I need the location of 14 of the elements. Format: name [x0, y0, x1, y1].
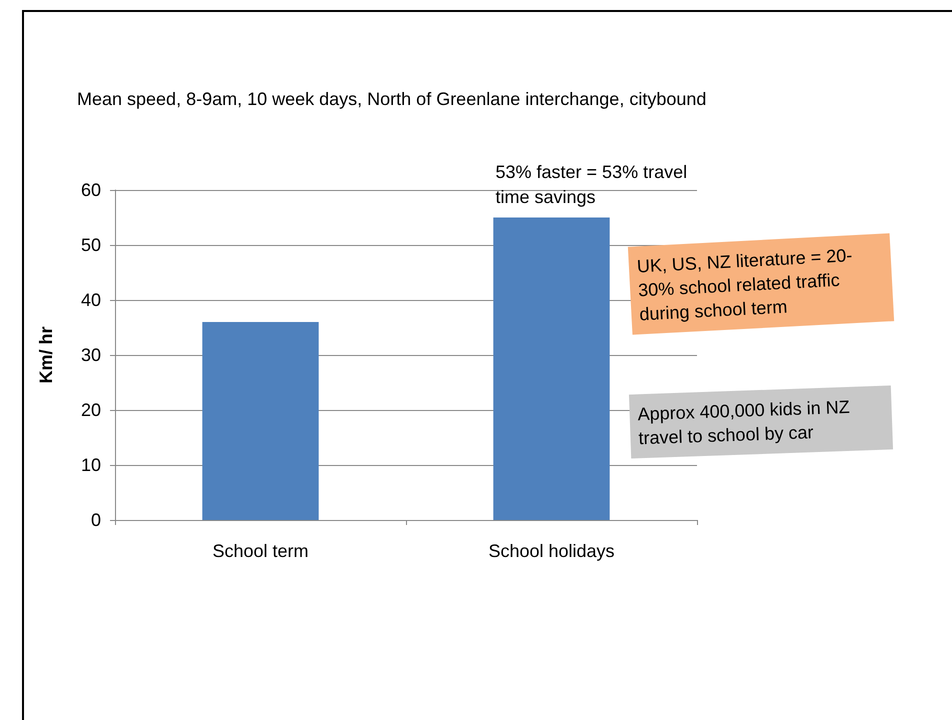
y-tick-label: 30 — [80, 345, 101, 365]
y-tick-label: 0 — [90, 510, 101, 530]
callout-box: Approx 400,000 kids in NZ travel to school by car — [628, 385, 894, 459]
y-tick-label: 40 — [80, 290, 101, 310]
callout-box: UK, US, NZ literature = 20-30% school related traffic during school term — [628, 233, 894, 335]
y-tick-label: 50 — [80, 235, 101, 255]
y-axis-title: Km/ hr — [36, 326, 56, 384]
x-tick-label: School holidays — [488, 541, 615, 561]
annotation: 53% faster = 53% travel time savings — [496, 162, 692, 207]
y-tick-label: 10 — [80, 455, 101, 475]
y-tick-label: 20 — [80, 400, 101, 420]
chart-title: Mean speed, 8-9am, 10 week days, North of Greenlane interchange, citybound — [77, 89, 706, 109]
y-tick-label: 60 — [80, 180, 101, 200]
x-tick-label: School term — [212, 541, 309, 561]
